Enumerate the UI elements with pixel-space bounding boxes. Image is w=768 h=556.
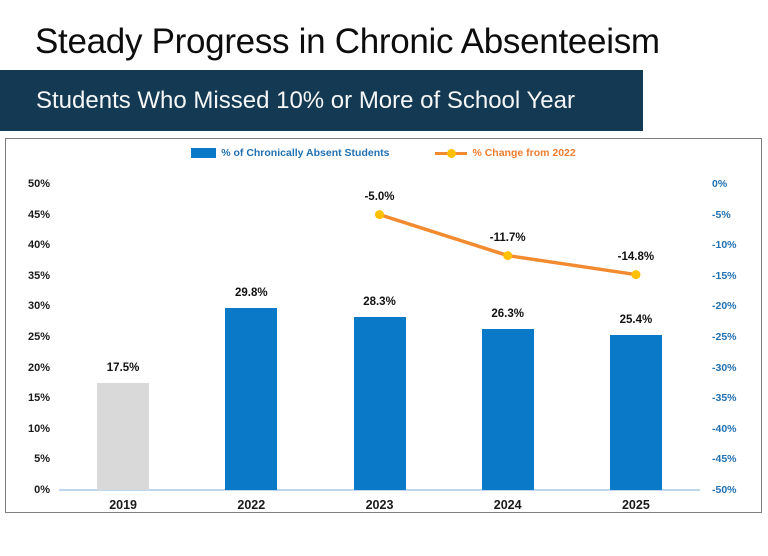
x-axis-label: 2023 [365, 498, 394, 512]
y-axis-tick-right: -25% [712, 331, 737, 343]
y-axis-tick-right: -50% [712, 484, 737, 496]
y-axis-tick-left: 25% [27, 331, 50, 343]
y-axis-tick-left: 5% [34, 453, 50, 466]
y-axis-tick-left: 50% [27, 178, 50, 190]
line-series-swatch-icon [435, 148, 468, 158]
y-axis-tick-right: -15% [712, 269, 737, 282]
y-axis-tick-right: -40% [712, 422, 737, 435]
x-axis-label: 2025 [621, 498, 650, 512]
y-axis-tick-left: 30% [27, 300, 50, 313]
line-value-label: -5.0% [364, 190, 395, 203]
bar-value-label: 26.3% [491, 308, 524, 321]
y-axis-tick-left: 10% [27, 422, 50, 435]
y-axis-tick-left: 40% [27, 239, 50, 252]
line-value-label: -11.7% [489, 231, 526, 244]
y-axis-tick-right: -45% [712, 453, 737, 466]
line-point [631, 270, 641, 280]
bar [609, 334, 662, 490]
bar-value-label: 29.8% [234, 286, 268, 299]
y-axis-tick-left: 20% [27, 361, 50, 374]
bar [97, 382, 150, 490]
y-axis-tick-right: 0% [712, 178, 728, 190]
change-line [375, 210, 641, 280]
x-axis-label: 2022 [237, 498, 266, 512]
legend-label: % Change from 2022 [472, 147, 576, 159]
subtitle-banner: Students Who Missed 10% or More of Schoo… [0, 70, 643, 131]
y-axis-tick-right: -10% [712, 239, 737, 252]
y-axis-tick-left: 15% [27, 392, 50, 405]
line-marker-icon [447, 148, 457, 158]
y-axis-tick-left: 0% [34, 484, 50, 496]
chart-legend: % of Chronically Absent Students % Chang… [6, 147, 761, 159]
bar [353, 316, 406, 490]
chart-subtitle: Students Who Missed 10% or More of Schoo… [36, 86, 575, 114]
line-point [375, 210, 384, 220]
y-axis-tick-right: -20% [712, 300, 737, 313]
line-value-label: -14.8% [617, 250, 655, 263]
x-axis-line [59, 489, 700, 491]
bar-series-swatch-icon [191, 148, 217, 158]
x-axis-label: 2024 [493, 498, 522, 512]
legend-label: % of Chronically Absent Students [221, 147, 390, 159]
bar-value-label: 25.4% [619, 313, 653, 326]
page-title: Steady Progress in Chronic Absenteeism [35, 22, 660, 61]
y-axis-tick-right: -30% [712, 361, 737, 374]
legend-item-bars: % of Chronically Absent Students [191, 147, 389, 159]
y-axis-tick-right: -5% [712, 208, 731, 221]
bar-value-label: 28.3% [363, 295, 396, 308]
y-axis-tick-left: 45% [27, 208, 50, 221]
legend-item-line: % Change from 2022 [435, 147, 576, 159]
y-axis-tick-right: -35% [712, 392, 737, 405]
y-axis-tick-left: 35% [27, 269, 50, 282]
chart-panel: % of Chronically Absent Students % Chang… [5, 138, 762, 513]
bar [225, 307, 278, 490]
bar [481, 329, 534, 490]
line-point [503, 251, 513, 261]
bar-value-label: 17.5% [106, 361, 140, 374]
x-axis-label: 2019 [109, 498, 137, 512]
